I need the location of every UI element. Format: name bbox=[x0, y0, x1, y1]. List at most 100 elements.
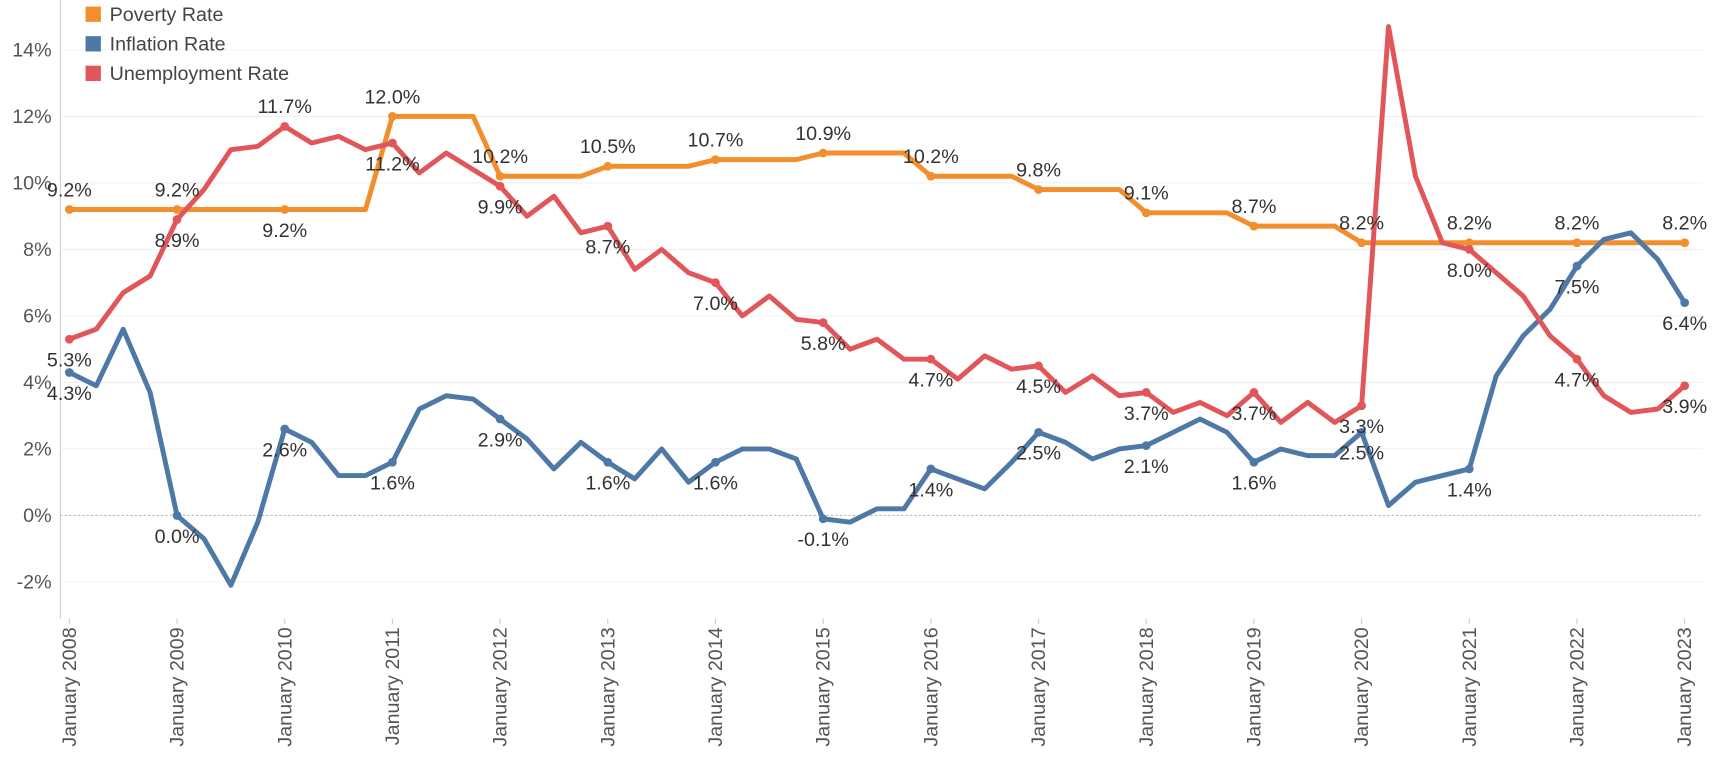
point-marker bbox=[1464, 464, 1474, 474]
point-marker bbox=[926, 464, 936, 474]
data-label: 4.7% bbox=[1555, 370, 1600, 392]
data-label: 3.7% bbox=[1124, 403, 1169, 425]
y-tick-label: -2% bbox=[17, 572, 52, 594]
data-label: 2.9% bbox=[478, 429, 523, 451]
point-marker bbox=[818, 148, 828, 158]
data-label: 0.0% bbox=[155, 526, 200, 548]
data-label: 7.0% bbox=[693, 293, 738, 315]
x-tick-label: January 2023 bbox=[1674, 627, 1696, 746]
x-tick-label: January 2009 bbox=[167, 627, 189, 746]
point-marker bbox=[64, 205, 74, 214]
data-label: 10.5% bbox=[580, 136, 636, 158]
point-marker bbox=[818, 514, 828, 524]
data-label: 2.5% bbox=[1016, 443, 1061, 465]
data-label: 11.7% bbox=[258, 96, 312, 118]
x-tick-label: January 2016 bbox=[920, 627, 942, 746]
data-label: 1.6% bbox=[585, 473, 630, 495]
point-marker bbox=[603, 457, 613, 467]
point-marker bbox=[1141, 208, 1151, 218]
data-label: 1.4% bbox=[1447, 479, 1492, 501]
x-tick-label: January 2017 bbox=[1028, 627, 1050, 746]
point-marker bbox=[1141, 441, 1151, 451]
point-marker bbox=[711, 155, 720, 165]
point-marker bbox=[1034, 185, 1043, 194]
y-tick-label: 0% bbox=[23, 505, 51, 527]
legend-swatch bbox=[85, 6, 101, 22]
point-marker bbox=[1249, 221, 1259, 231]
data-label: 3.9% bbox=[1662, 396, 1707, 418]
x-tick-label: January 2012 bbox=[490, 627, 512, 746]
point-marker bbox=[1357, 238, 1366, 248]
point-marker bbox=[603, 161, 613, 171]
x-tick-label: January 2010 bbox=[274, 627, 296, 746]
legend-label: Inflation Rate bbox=[110, 33, 226, 55]
point-marker bbox=[1680, 238, 1690, 248]
point-marker bbox=[172, 215, 182, 224]
point-marker bbox=[280, 424, 290, 434]
point-marker bbox=[1680, 381, 1690, 391]
point-marker bbox=[1464, 238, 1474, 248]
x-tick-label: January 2021 bbox=[1459, 627, 1481, 746]
data-label: 11.2% bbox=[365, 153, 419, 175]
point-marker bbox=[280, 121, 290, 131]
point-marker bbox=[495, 414, 505, 424]
data-label: 6.4% bbox=[1662, 313, 1707, 335]
x-tick-label: January 2018 bbox=[1136, 627, 1158, 746]
point-marker bbox=[1572, 261, 1582, 271]
legend-swatch bbox=[85, 65, 101, 82]
point-marker bbox=[1464, 245, 1474, 254]
x-tick-label: January 2019 bbox=[1243, 627, 1265, 746]
point-marker bbox=[1034, 361, 1043, 371]
data-label: 2.5% bbox=[1339, 443, 1384, 465]
data-label: 8.2% bbox=[1339, 213, 1384, 235]
x-tick-label: January 2013 bbox=[597, 627, 619, 746]
data-label: 3.7% bbox=[1231, 403, 1276, 425]
y-tick-label: 14% bbox=[12, 39, 51, 61]
point-marker bbox=[1357, 401, 1366, 411]
data-label: 9.2% bbox=[262, 220, 307, 242]
point-marker bbox=[280, 205, 290, 214]
point-marker bbox=[818, 318, 828, 327]
point-marker bbox=[1357, 427, 1366, 437]
point-marker bbox=[64, 334, 74, 344]
x-tick-label: January 2022 bbox=[1567, 627, 1589, 746]
data-label: 10.9% bbox=[795, 123, 851, 145]
data-label: 9.1% bbox=[1124, 183, 1169, 205]
point-marker bbox=[495, 181, 505, 191]
data-label: 1.6% bbox=[1231, 473, 1276, 495]
y-tick-label: 12% bbox=[12, 106, 51, 128]
point-marker bbox=[711, 457, 720, 467]
series-line bbox=[68, 230, 1687, 588]
point-marker bbox=[64, 368, 74, 377]
point-marker bbox=[495, 171, 505, 181]
point-marker bbox=[926, 171, 936, 181]
legend-label: Poverty Rate bbox=[110, 4, 224, 26]
point-marker bbox=[388, 112, 397, 121]
data-label: 8.7% bbox=[1231, 196, 1276, 218]
data-label: 9.8% bbox=[1016, 159, 1061, 181]
point-marker bbox=[1141, 388, 1151, 397]
point-marker bbox=[711, 278, 720, 288]
x-tick-label: January 2008 bbox=[59, 627, 81, 746]
data-label: 8.2% bbox=[1447, 213, 1492, 235]
data-label: 9.2% bbox=[47, 179, 92, 201]
data-label: 8.9% bbox=[155, 230, 200, 252]
data-label: 7.5% bbox=[1555, 276, 1600, 298]
data-label: -0.1% bbox=[797, 529, 848, 551]
data-label: 8.2% bbox=[1662, 213, 1707, 235]
point-marker bbox=[1680, 298, 1690, 308]
point-marker bbox=[1034, 427, 1043, 437]
data-label: 2.1% bbox=[1124, 456, 1169, 478]
point-marker bbox=[172, 511, 182, 520]
y-tick-label: 2% bbox=[23, 439, 51, 461]
x-tick-label: January 2011 bbox=[382, 627, 404, 745]
data-label: 10.2% bbox=[472, 146, 528, 168]
data-label: 9.2% bbox=[155, 179, 200, 201]
y-tick-label: 6% bbox=[23, 306, 51, 328]
point-marker bbox=[1249, 388, 1259, 397]
data-label: 4.3% bbox=[47, 383, 92, 405]
legend-swatch bbox=[85, 36, 101, 52]
point-marker bbox=[1572, 238, 1582, 248]
data-label: 8.7% bbox=[585, 237, 630, 259]
